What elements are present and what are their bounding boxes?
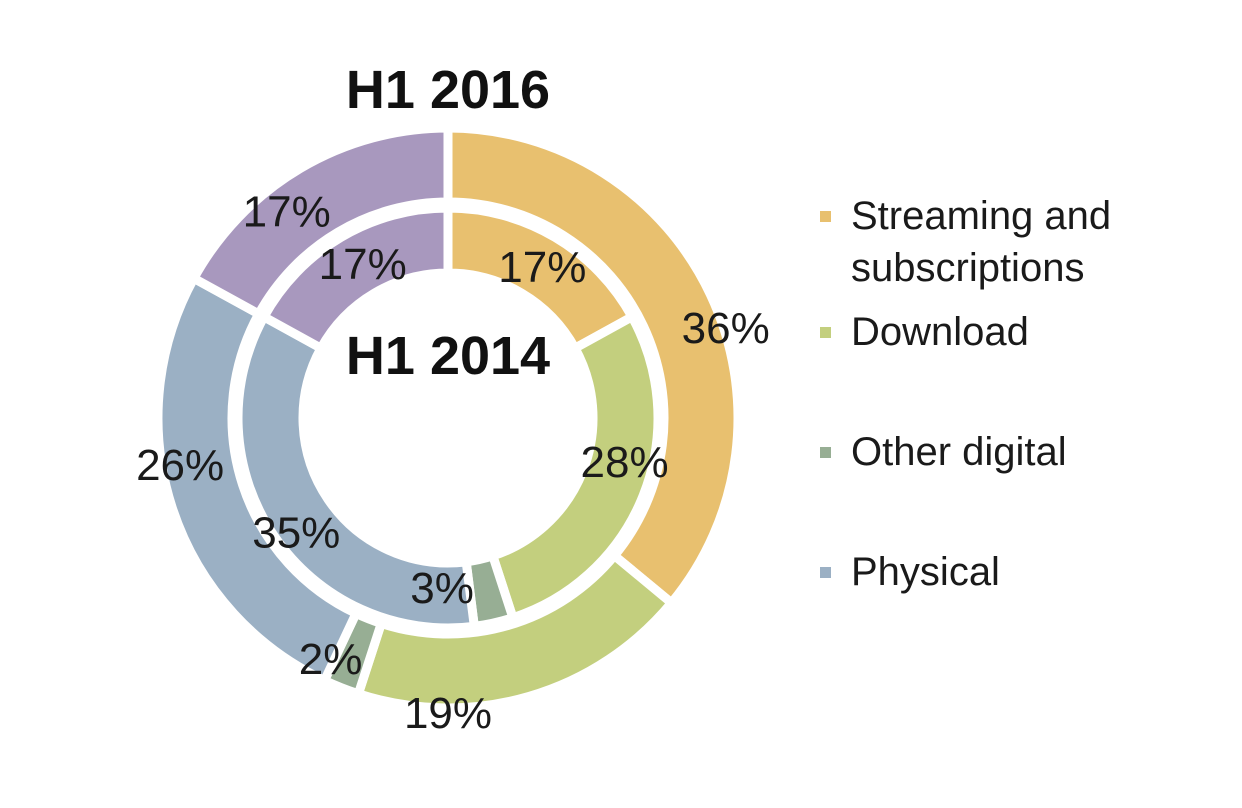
outer-label-download: 19% [404, 689, 492, 738]
outer-slice-other [187, 123, 453, 321]
outer-slice-streaming [443, 123, 743, 610]
legend-swatch-physical [820, 567, 831, 578]
outer-label-streaming: 36% [682, 304, 770, 353]
legend-swatch-streaming [820, 211, 831, 222]
inner-label-download: 28% [581, 438, 669, 487]
legend-swatch-download [820, 327, 831, 338]
legend-label-streaming: Streaming and subscriptions [851, 194, 1112, 290]
legend-label-physical: Physical [851, 550, 1000, 594]
inner-label-other: 17% [319, 240, 407, 289]
inner-ring-title: H1 2014 [346, 326, 550, 386]
outer-ring-title: H1 2016 [346, 60, 550, 120]
inner-slice-download [487, 310, 663, 624]
inner-label-streaming: 17% [498, 243, 586, 292]
legend-swatch-other-digital [820, 447, 831, 458]
inner-slice-other [257, 203, 453, 355]
inner-label-other-digital: 3% [410, 564, 474, 613]
outer-slice-physical [153, 272, 363, 687]
outer-label-other: 17% [243, 188, 331, 237]
inner-slice-physical [233, 310, 480, 633]
outer-label-physical: 26% [136, 441, 224, 490]
legend-label-download: Download [851, 310, 1029, 354]
slice-labels: 36%19%2%26%17%17%28%3%35%17% [136, 188, 770, 738]
legend-label-other-digital: Other digital [851, 430, 1067, 474]
outer-ring [153, 123, 743, 713]
legend-item-download: Download [820, 306, 1171, 358]
inner-label-physical: 35% [252, 508, 340, 557]
legend-item-other-digital: Other digital [820, 426, 1171, 478]
inner-ring [233, 203, 663, 633]
legend-item-physical: Physical [820, 546, 1171, 598]
legend-item-streaming: Streaming and subscriptions [820, 190, 1171, 294]
outer-label-other-digital: 2% [299, 635, 363, 684]
